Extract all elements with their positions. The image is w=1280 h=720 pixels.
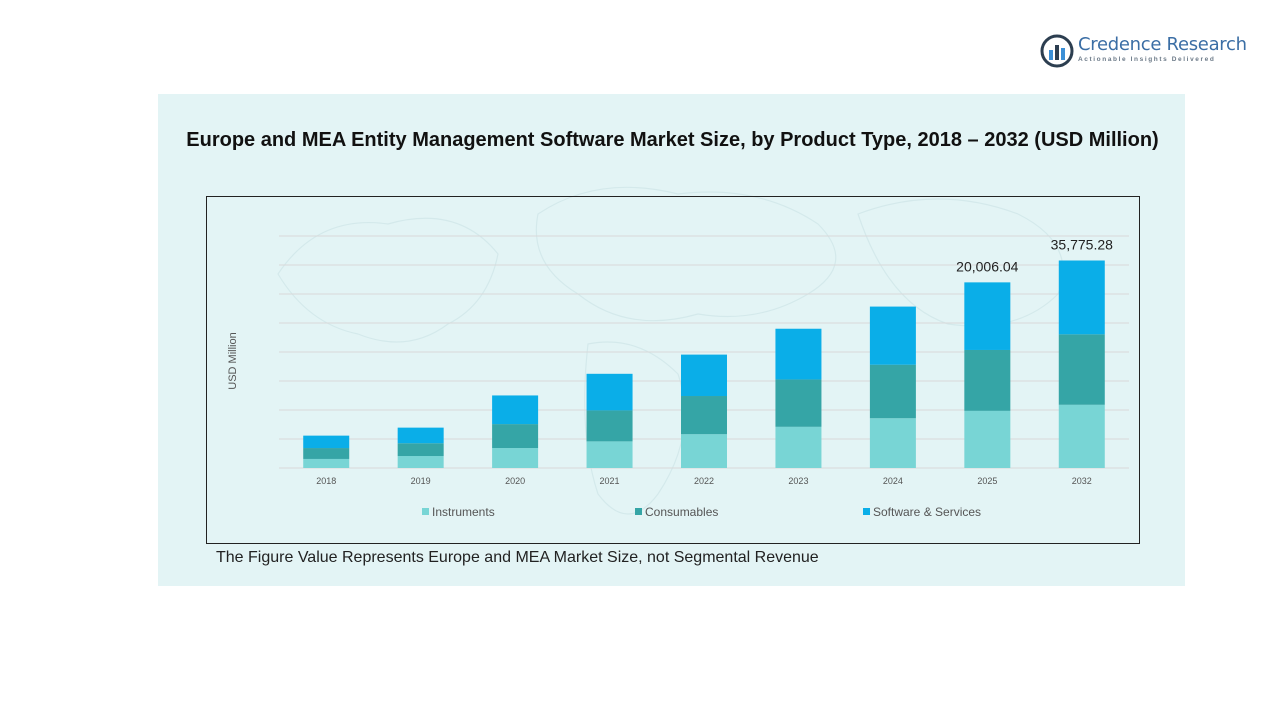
bar-segment-software-services [681,354,727,397]
bar-segment-consumables [681,396,727,435]
bar-segment-software-services [964,282,1011,350]
data-label: 20,006.04 [956,258,1018,274]
x-tick-label: 2025 [977,476,997,486]
brand-name: Credence Research [1078,34,1247,55]
bar-segment-consumables [492,424,539,449]
footnote: The Figure Value Represents Europe and M… [216,549,819,566]
y-axis-label-text: USD Million [227,332,239,390]
legend-swatch [863,508,870,515]
brand-tagline: Actionable Insights Delivered [1078,56,1216,63]
legend-label: Software & Services [873,505,981,519]
bar-segment-software-services [303,435,350,449]
y-axis-label: USD Million [227,332,239,389]
bar-segment-consumables [1058,334,1105,405]
bar-segment-instruments [869,418,916,468]
legend-label: Instruments [432,505,495,519]
bar-segment-consumables [303,448,350,459]
bar-segment-consumables [775,379,822,427]
x-tick-label: 2032 [1072,476,1092,486]
data-label: 35,775.28 [1051,237,1113,253]
bar-segment-instruments [1058,404,1105,468]
bar-segment-software-services [869,306,916,365]
bar-segment-instruments [303,458,350,468]
bar-segment-instruments [681,434,727,468]
x-tick-label: 2020 [505,476,525,486]
bar-segment-consumables [869,364,916,419]
bar-segment-software-services [397,427,444,444]
legend-label: Consumables [645,505,718,519]
x-tick-label: 2021 [600,476,620,486]
bar-segment-instruments [492,448,539,468]
brand-logo: Credence Research Actionable Insights De… [1040,32,1260,68]
legend-swatch [635,508,642,515]
x-tick-label: 2019 [411,476,431,486]
bar-segment-software-services [775,328,822,380]
x-tick-label: 2018 [316,476,336,486]
credence-logo-icon [1040,34,1074,68]
x-tick-label: 2023 [788,476,808,486]
legend-swatch [422,508,429,515]
chart-frame: 2018 2019 2020 2021 2022 2023 2024 2025 20,006.0… [206,196,1140,544]
bar-segment-instruments [964,410,1011,468]
bar-segment-consumables [964,349,1011,411]
chart-panel [158,94,1185,586]
bar-segment-software-services [1058,260,1105,335]
bar-segment-software-services [586,373,633,411]
x-tick-label: 2024 [883,476,903,486]
bar-segment-consumables [397,443,444,457]
chart-title: Europe and MEA Entity Management Softwar… [186,129,1159,151]
bar-segment-instruments [397,456,444,468]
bar-segment-software-services [492,395,539,425]
stacked-bar-chart: 2018 2019 2020 2021 2022 2023 2024 2025 20,006.0… [279,235,1129,519]
bar-segment-consumables [586,410,633,442]
bar-segment-instruments [775,426,822,468]
bar-segment-instruments [586,441,633,468]
x-tick-label: 2022 [694,476,714,486]
